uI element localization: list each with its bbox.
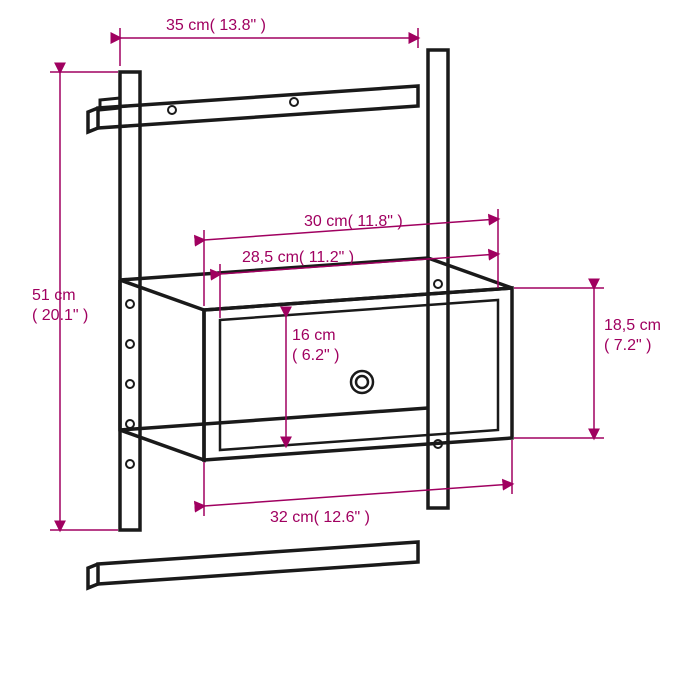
svg-text:51 cm: 51 cm: [32, 287, 76, 304]
dim-height-right: 18,5 cm ( 7.2" ): [604, 317, 661, 354]
dim-drawer-height: 16 cm ( 6.2" ): [292, 327, 339, 364]
dim-width-top: 35 cm( 13.8" ): [166, 17, 266, 34]
svg-text:16 cm: 16 cm: [292, 327, 336, 344]
svg-text:18,5 cm: 18,5 cm: [604, 317, 661, 334]
svg-text:( 6.2" ): ( 6.2" ): [292, 347, 339, 364]
dim-box-top: 30 cm( 11.8" ): [304, 213, 403, 230]
svg-text:( 20.1" ): ( 20.1" ): [32, 307, 88, 324]
svg-text:( 7.2" ): ( 7.2" ): [604, 337, 651, 354]
dim-depth-bottom: 32 cm( 12.6" ): [270, 509, 370, 526]
dim-drawer-width: 28,5 cm( 11.2" ): [242, 249, 354, 266]
